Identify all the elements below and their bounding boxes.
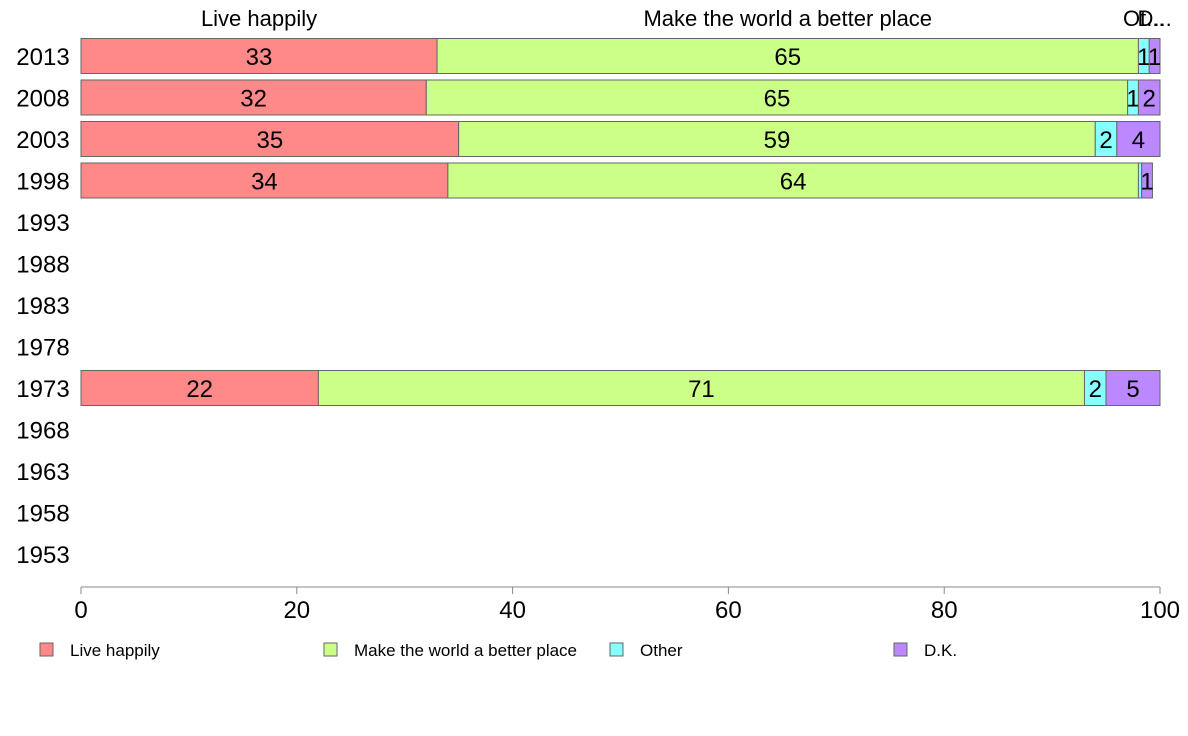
x-tick-label: 40 [499,597,526,624]
data-label: 1 [1148,44,1161,71]
legend-swatch [893,642,908,657]
bar-segment [1137,79,1161,116]
legend-swatch [39,642,54,657]
data-label: 2 [1089,376,1102,403]
bar-segment [447,162,1139,199]
data-label: 22 [186,376,213,403]
y-tick-label: 1973 [16,376,69,403]
legend-label: Other [640,641,683,660]
series-header-label: Live happily [201,6,317,31]
y-tick-label: 2003 [16,127,69,154]
data-label: 65 [764,86,791,113]
legend-swatch [323,642,338,657]
bar-segment [317,370,1085,406]
data-label: 32 [240,86,267,113]
data-label: 5 [1126,376,1139,403]
legend: Live happily Make the world a better plac… [39,641,957,660]
data-label: 35 [256,127,283,154]
legend-label: D.K. [924,641,957,660]
x-tick-label: 0 [74,597,87,624]
data-label: 2 [1099,127,1112,154]
data-label: 71 [688,376,715,403]
data-label: 1 [1140,169,1153,196]
bar-segment [1105,370,1161,406]
y-tick-label: 1953 [16,542,69,569]
series-header-label: Ot... [1123,6,1165,31]
bar-segment [1148,38,1161,74]
series-header-labels: Live happily Make the world a better plac… [201,6,1172,31]
bar-segment [80,38,438,74]
x-tick-label: 100 [1140,597,1180,624]
data-label: 1 [1126,86,1139,113]
bar-segment [436,38,1139,74]
y-tick-label: 1978 [16,335,69,362]
data-label: 59 [764,127,791,154]
data-label: 34 [251,169,278,196]
y-tick-label: 1963 [16,459,69,486]
data-label: 2 [1143,86,1156,113]
x-tick-label: 20 [283,597,310,624]
y-axis-tick-labels: 2013 2008 2003 1998 1993 1988 1983 1978 1973 1968… [16,44,69,569]
y-tick-label: 1968 [16,418,69,445]
y-tick-label: 2013 [16,44,69,71]
data-label: 4 [1132,127,1145,154]
legend-label: Live happily [70,641,160,660]
data-label: 64 [780,169,807,196]
legend-swatch [609,642,624,657]
bar-segment [1141,162,1153,199]
y-tick-label: 1958 [16,501,69,528]
bar-segment [1116,121,1161,157]
data-label: 33 [246,44,273,71]
data-label: 1 [1137,44,1150,71]
legend-label: Make the world a better place [354,641,577,660]
y-tick-label: 1983 [16,293,69,320]
y-tick-label: 1993 [16,210,69,237]
y-tick-label: 1998 [16,169,69,196]
x-tick-label: 80 [931,597,958,624]
series-header-label: Make the world a better place [643,6,932,31]
bar-segment [80,370,319,406]
data-label: 65 [774,44,801,71]
y-tick-label: 2008 [16,86,69,113]
y-tick-label: 1988 [16,252,69,279]
x-axis: 0 20 40 60 80 100 [74,586,1180,624]
x-tick-label: 60 [715,597,742,624]
series-header-label: D... [1137,6,1171,31]
